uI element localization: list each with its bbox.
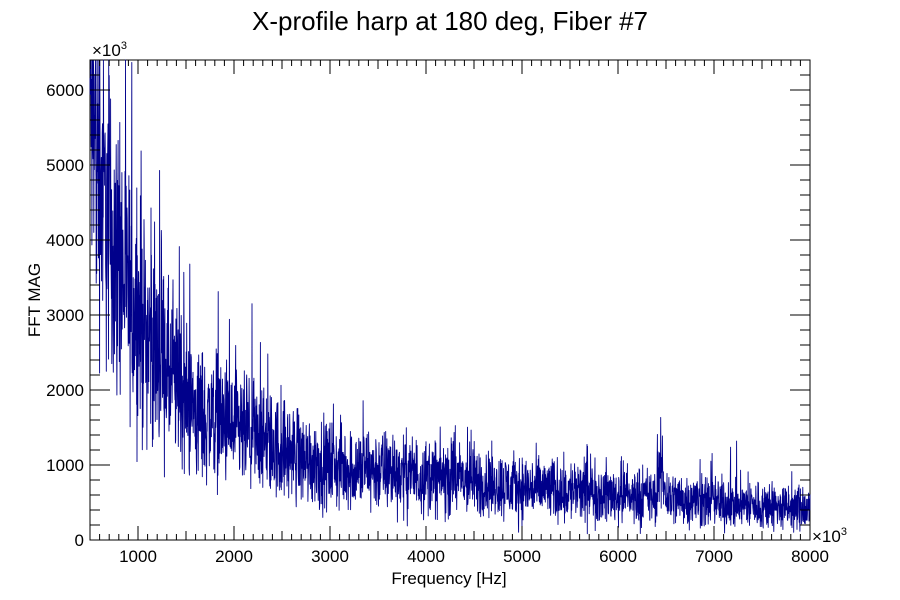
signal-layer: [89, 59, 811, 535]
y-tick-label: 6000: [46, 81, 84, 100]
chart-title: X-profile harp at 180 deg, Fiber #7: [252, 6, 648, 36]
y-axis-ticks: [90, 59, 810, 541]
x-tick-label: 2000: [215, 547, 253, 566]
x-tick-label: 7000: [695, 547, 733, 566]
y-tick-label: 4000: [46, 231, 84, 250]
x-tick-label: 1000: [119, 547, 157, 566]
y-tick-label: 2000: [46, 381, 84, 400]
y-axis-multiplier: ×103: [92, 40, 127, 60]
x-tick-label: 8000: [791, 547, 829, 566]
y-axis-label: FFT MAG: [25, 263, 44, 337]
x-tick-label: 5000: [503, 547, 541, 566]
x-tick-label: 3000: [311, 547, 349, 566]
x-axis-multiplier: ×103: [812, 526, 847, 546]
y-tick-label: 3000: [46, 306, 84, 325]
y-tick-label: 1000: [46, 456, 84, 475]
fft-series-line: [89, 59, 811, 535]
x-axis-ticks: [89, 60, 811, 540]
x-axis-label: Frequency [Hz]: [391, 569, 506, 588]
y-tick-label: 0: [75, 531, 84, 550]
x-axis-tick-labels: 1000 2000 3000 4000 5000 6000 7000 8000: [119, 547, 829, 566]
y-axis-tick-labels: 0 1000 2000 3000 4000 5000 6000: [46, 81, 84, 550]
x-tick-label: 4000: [407, 547, 445, 566]
x-tick-label: 6000: [599, 547, 637, 566]
y-tick-label: 5000: [46, 156, 84, 175]
